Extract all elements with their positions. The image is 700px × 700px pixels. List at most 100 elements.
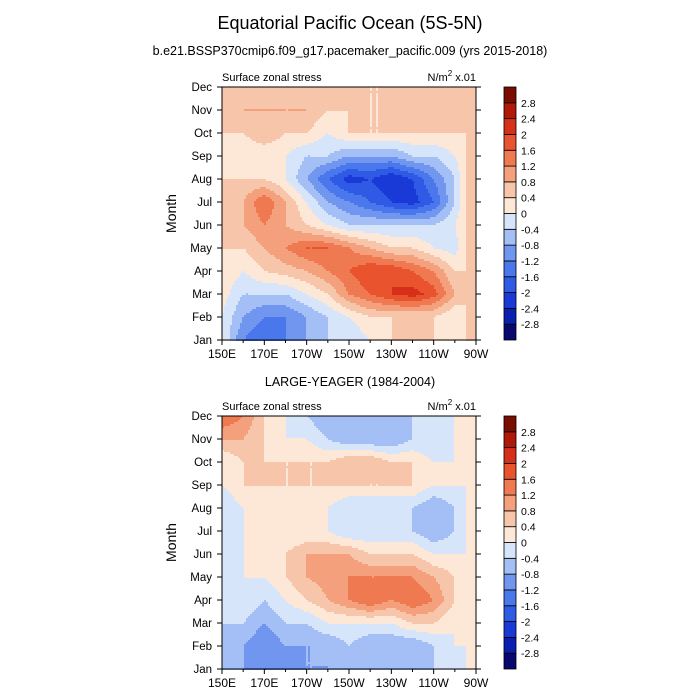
- heatmap-cell: [230, 113, 232, 115]
- heatmap-cell: [262, 113, 264, 115]
- heatmap-cell: [338, 107, 340, 109]
- heatmap-cell: [302, 97, 304, 99]
- heatmap-cell: [288, 103, 290, 105]
- heatmap-cell: [236, 109, 238, 111]
- heatmap-cell: [252, 111, 254, 113]
- heatmap-cell: [420, 95, 422, 97]
- heatmap-cell: [316, 93, 318, 95]
- heatmap-cell: [342, 103, 344, 105]
- heatmap-cell: [410, 89, 412, 91]
- heatmap-cell: [318, 107, 320, 109]
- heatmap-cell: [296, 101, 298, 103]
- heatmap-cell: [342, 95, 344, 97]
- heatmap-cell: [424, 89, 426, 91]
- heatmap-cell: [278, 89, 280, 91]
- heatmap-cell: [262, 101, 264, 103]
- heatmap-cell: [242, 101, 244, 103]
- heatmap-cell: [284, 93, 286, 95]
- heatmap-cell: [418, 99, 420, 101]
- heatmap-cell: [406, 101, 408, 103]
- heatmap-cell: [404, 107, 406, 109]
- heatmap-cell: [466, 107, 468, 109]
- heatmap-cell: [262, 93, 264, 95]
- heatmap-cell: [310, 91, 312, 93]
- heatmap-cell: [416, 109, 418, 111]
- heatmap-cell: [464, 103, 466, 105]
- heatmap-cell: [400, 103, 402, 105]
- heatmap-cell: [370, 105, 372, 107]
- heatmap-cell: [418, 89, 420, 91]
- heatmap-cell: [256, 107, 258, 109]
- heatmap-cell: [348, 103, 350, 105]
- heatmap-cell: [338, 101, 340, 103]
- heatmap-cell: [258, 105, 260, 107]
- heatmap-cell: [406, 105, 408, 107]
- heatmap-cell: [466, 89, 468, 91]
- heatmap-cell: [310, 103, 312, 105]
- heatmap-cell: [362, 95, 364, 97]
- heatmap-cell: [242, 107, 244, 109]
- heatmap-cell: [234, 99, 236, 101]
- heatmap-cell: [238, 93, 240, 95]
- heatmap-cell: [438, 107, 440, 109]
- heatmap-cell: [438, 89, 440, 91]
- heatmap-cell: [256, 93, 258, 95]
- heatmap-cell: [330, 113, 332, 115]
- heatmap-cell: [392, 99, 394, 101]
- heatmap-cell: [432, 91, 434, 93]
- heatmap-cell: [230, 101, 232, 103]
- heatmap-cell: [450, 105, 452, 107]
- heatmap-cell: [332, 99, 334, 101]
- heatmap-cell: [328, 109, 330, 111]
- heatmap-cell: [344, 105, 346, 107]
- heatmap-cell: [412, 89, 414, 91]
- heatmap-cell: [240, 93, 242, 95]
- heatmap-cell: [450, 95, 452, 97]
- heatmap-cell: [366, 105, 368, 107]
- heatmap-cell: [368, 95, 370, 97]
- heatmap-cell: [258, 101, 260, 103]
- heatmap-cell: [254, 97, 256, 99]
- heatmap-cell: [366, 111, 368, 113]
- heatmap-cell: [422, 97, 424, 99]
- heatmap-cell: [304, 113, 306, 115]
- heatmap-cell: [386, 89, 388, 91]
- heatmap-cell: [422, 109, 424, 111]
- heatmap-cell: [252, 91, 254, 93]
- heatmap-cell: [254, 91, 256, 93]
- heatmap-cell: [332, 95, 334, 97]
- heatmap-cell: [350, 93, 352, 95]
- heatmap-cell: [404, 99, 406, 101]
- heatmap-cell: [292, 99, 294, 101]
- heatmap-cell: [246, 103, 248, 105]
- heatmap-cell: [370, 103, 372, 105]
- heatmap-cell: [376, 111, 378, 113]
- heatmap-cell: [458, 95, 460, 97]
- heatmap-cell: [360, 111, 362, 113]
- heatmap-cell: [260, 111, 262, 113]
- heatmap-cell: [394, 107, 396, 109]
- heatmap-cell: [412, 95, 414, 97]
- heatmap-cell: [336, 97, 338, 99]
- heatmap-cell: [414, 103, 416, 105]
- heatmap-cell: [358, 89, 360, 91]
- heatmap-cell: [328, 111, 330, 113]
- heatmap-cell: [404, 103, 406, 105]
- heatmap-cell: [262, 109, 264, 111]
- heatmap-cell: [458, 111, 460, 113]
- heatmap-cell: [446, 107, 448, 109]
- heatmap-cell: [272, 91, 274, 93]
- heatmap-cell: [364, 101, 366, 103]
- heatmap-cell: [246, 95, 248, 97]
- heatmap-cell: [386, 101, 388, 103]
- heatmap-cell: [300, 109, 302, 111]
- heatmap-cell: [414, 91, 416, 93]
- heatmap-cell: [330, 99, 332, 101]
- heatmap-cell: [438, 99, 440, 101]
- heatmap-cell: [452, 103, 454, 105]
- heatmap-cell: [254, 103, 256, 105]
- heatmap-cell: [382, 109, 384, 111]
- heatmap-cell: [336, 113, 338, 115]
- heatmap-cell: [266, 97, 268, 99]
- heatmap-cell: [448, 97, 450, 99]
